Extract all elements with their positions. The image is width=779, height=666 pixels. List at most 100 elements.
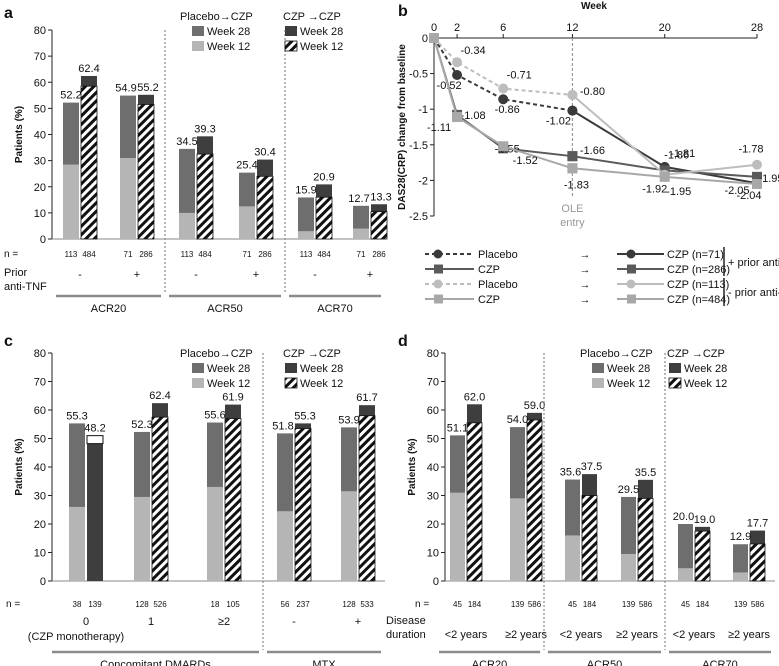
legend-marker-right (626, 279, 636, 289)
series-line-1 (433, 37, 573, 112)
legend-czp-czp-title: CZP →CZP (667, 348, 725, 360)
legend-left-label: Placebo (478, 279, 518, 291)
legend-arrow: → (580, 279, 591, 291)
legend-czp-week12: Week 12 (300, 41, 343, 53)
bar-czp-week28-cap (86, 435, 104, 445)
n-value-placebo: 45 (681, 600, 690, 609)
n-value-placebo: 71 (124, 250, 133, 259)
n-value-czp: 586 (639, 600, 653, 609)
subgroup-label: ≥2 years (505, 629, 548, 641)
subgroup-label: <2 years (445, 629, 488, 641)
y-axis-label: Patients (%) (14, 106, 25, 163)
y-tick-label: 40 (427, 462, 439, 474)
bar-placebo-week12 (179, 212, 195, 239)
bar-placebo-week12 (341, 491, 357, 581)
subgroup-label: + (355, 616, 361, 628)
series-value-label: -0.71 (507, 70, 532, 82)
value-label-placebo: 53.9 (338, 414, 359, 426)
legend-group-no-prior: - prior anti-TNF (728, 287, 779, 299)
legend-arrow: → (580, 249, 591, 261)
value-label-czp: 39.3 (194, 123, 215, 135)
value-label-placebo: 35.6 (560, 467, 581, 479)
legend-placebo-week12: Week 12 (207, 378, 250, 390)
series-point (567, 105, 578, 116)
bar-placebo-week12 (63, 164, 79, 239)
value-label-czp: 59.0 (524, 400, 545, 412)
x-tick-label: 20 (659, 22, 671, 34)
legend-czp-czp-title: CZP →CZP (283, 11, 341, 23)
n-value-czp: 286 (139, 250, 153, 259)
value-label-czp: 35.5 (635, 467, 656, 479)
subgroup-label: 0 (83, 616, 89, 628)
y-tick-label: 80 (427, 348, 439, 360)
legend-placebo-week28: Week 28 (607, 363, 650, 375)
value-label-placebo: 51.1 (447, 422, 468, 434)
legend-czp-week28: Week 28 (300, 363, 343, 375)
series-value-label: -1.08 (461, 110, 486, 122)
n-value-placebo: 113 (181, 250, 194, 259)
bar-czp-week12 (749, 543, 766, 582)
value-label-czp: 13.3 (370, 191, 391, 203)
legend-right-label: CZP (n=71) (667, 249, 724, 261)
y-tick-label: -2.5 (409, 211, 428, 223)
legend-placebo-czp-title: Placebo→CZP (180, 348, 253, 360)
legend-arrow: → (580, 264, 591, 276)
n-row-label: n = (4, 249, 18, 260)
bar-placebo-week12 (621, 553, 636, 581)
y-tick-label: 50 (427, 434, 439, 446)
legend-swatch-placebo-week12 (192, 41, 204, 51)
n-value-placebo: 45 (453, 600, 462, 609)
value-label-czp: 55.3 (294, 410, 315, 422)
value-label-czp: 62.4 (78, 63, 99, 75)
n-value-placebo: 113 (65, 250, 78, 259)
legend-marker-left (433, 279, 443, 289)
subgroup-label: ≥2 years (728, 629, 771, 641)
legend-marker-right (626, 249, 636, 259)
n-value-czp: 533 (360, 600, 374, 609)
n-value-placebo: 139 (734, 600, 748, 609)
bar-czp-week12 (581, 495, 598, 582)
series-value-label: -1.11 (427, 122, 451, 134)
series-value-label: -0.34 (461, 45, 486, 57)
x-tick-label: 0 (431, 22, 437, 34)
y-tick-label: -2 (418, 175, 428, 187)
legend-arrow: → (580, 294, 591, 306)
legend-swatch-czp-week28 (285, 26, 297, 36)
legend-group-prior: + prior anti-TNF (728, 257, 779, 269)
value-label-placebo: 20.0 (673, 511, 694, 523)
row-label-line1: Disease (386, 615, 426, 627)
value-label-placebo: 15.9 (295, 184, 316, 196)
group-label: Concomitant DMARDs (100, 659, 211, 666)
bar-czp-week12 (637, 497, 654, 582)
legend-placebo-week12: Week 12 (207, 41, 250, 53)
legend-swatch-czp-week12 (284, 40, 298, 52)
group-label: ACR50 (587, 659, 622, 666)
group-label: ACR50 (207, 303, 242, 315)
subgroup-label: 1 (148, 616, 154, 628)
legend-marker-right (627, 264, 636, 274)
y-tick-label: 20 (34, 519, 46, 531)
n-value-placebo: 38 (73, 600, 82, 609)
series-point (452, 57, 463, 68)
bar-czp-week12 (151, 416, 169, 582)
n-value-czp: 484 (82, 250, 96, 259)
y-tick-label: 10 (34, 208, 46, 220)
value-label-placebo: 29.5 (618, 484, 639, 496)
n-value-placebo: 128 (342, 600, 356, 609)
value-label-placebo: 55.3 (66, 410, 87, 422)
panel-label-a: a (4, 5, 13, 22)
y-tick-label: 30 (34, 156, 46, 168)
n-value-placebo: 56 (281, 600, 290, 609)
value-label-placebo: 55.6 (204, 410, 225, 422)
legend-swatch-czp-week28 (669, 363, 681, 373)
legend-right-label: CZP (n=286) (667, 264, 730, 276)
panel-label-b: b (398, 3, 408, 20)
legend-placebo-czp-title: Placebo→CZP (180, 11, 253, 23)
series-value-label: -0.86 (495, 104, 520, 116)
series-value-label: -2.04 (736, 190, 761, 202)
y-tick-label: 60 (427, 405, 439, 417)
group-label: ACR20 (472, 659, 507, 666)
bar-czp-week12 (370, 211, 388, 240)
series-point (567, 163, 578, 174)
bar-placebo-week12 (207, 486, 223, 581)
